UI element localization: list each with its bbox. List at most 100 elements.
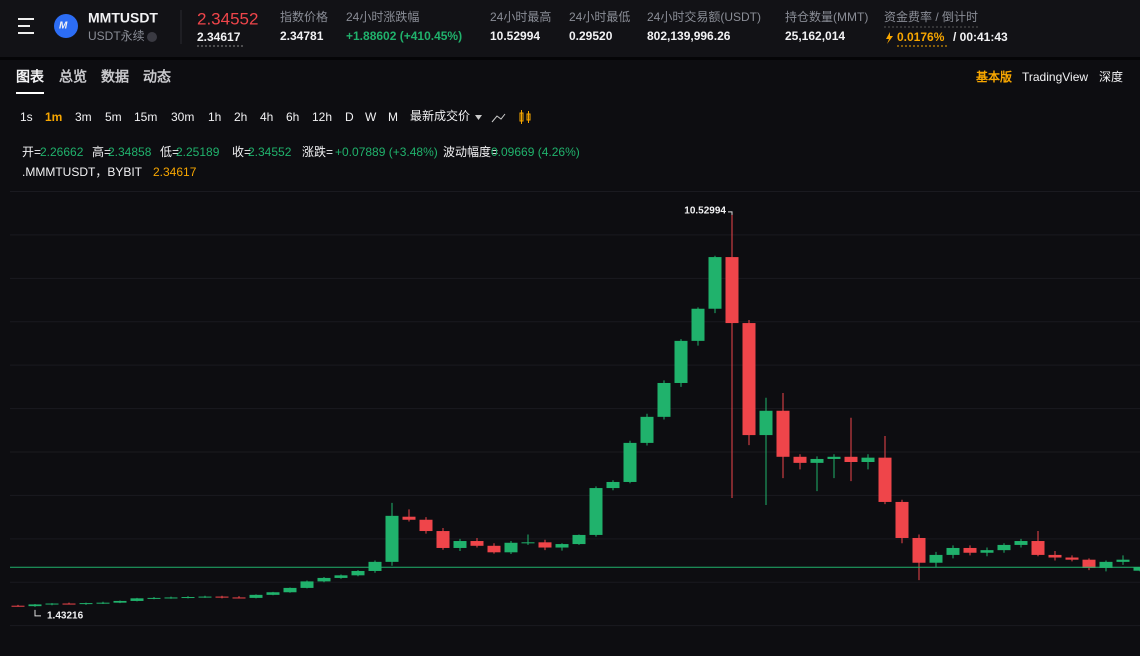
candle-body — [300, 581, 314, 588]
candle-body — [623, 442, 637, 482]
interval[interactable]: 3m — [75, 110, 92, 124]
interval[interactable]: D — [345, 110, 354, 124]
line-type-icon[interactable] — [491, 113, 506, 123]
candle-body — [419, 519, 433, 532]
stat-label: 指数价格 — [280, 9, 328, 24]
ohlc-info: +0.07889 (+3.48%) — [335, 145, 438, 159]
stat-label: 持仓数量(MMT) — [785, 9, 868, 24]
ohlc-info: 低= — [160, 145, 179, 159]
candle-body — [691, 308, 705, 341]
ohlc-info: 波动幅度= — [443, 144, 498, 159]
candle-body — [232, 597, 246, 599]
ohlc-info: 0.09669 (4.26%) — [491, 145, 580, 159]
candle-body — [538, 542, 552, 548]
candle-body — [1133, 567, 1140, 571]
candle-body — [861, 457, 875, 463]
interval[interactable]: 6h — [286, 110, 299, 124]
tab[interactable]: 动态 — [143, 69, 171, 85]
candle-body — [79, 603, 93, 605]
candle-body — [113, 600, 127, 603]
candle-body — [1031, 541, 1045, 555]
candle-body — [436, 531, 450, 548]
interval[interactable]: 1s — [20, 110, 33, 124]
dropdown-arrow — [475, 115, 482, 120]
candle-body — [1065, 557, 1079, 560]
ohlc-info: 2.25189 — [176, 145, 220, 159]
candle-body — [453, 541, 467, 548]
candle-body — [980, 550, 994, 553]
stat-value: +1.88602 (+410.45%) — [346, 29, 462, 43]
candle-body — [1048, 554, 1062, 558]
candle-body — [62, 603, 76, 605]
candle-body — [674, 340, 688, 383]
candle-type-icon[interactable] — [519, 110, 531, 124]
view-option[interactable]: TradingView — [1022, 70, 1088, 84]
candle-body — [997, 544, 1011, 551]
interval[interactable]: 2h — [234, 110, 247, 124]
candle-body — [402, 516, 416, 520]
min-marker — [34, 609, 41, 617]
interval[interactable]: 5m — [105, 110, 122, 124]
view-option[interactable]: 深度 — [1099, 69, 1123, 84]
candle-body — [11, 605, 25, 607]
contract-type: USDT永续 — [88, 29, 145, 43]
min-label: 1.43216 — [47, 611, 84, 622]
candle-body — [385, 515, 399, 562]
header-bg — [0, 0, 1140, 57]
interval[interactable]: 4h — [260, 110, 273, 124]
candle-body — [45, 603, 59, 605]
candle-body — [759, 410, 773, 436]
ohlc-info: 2.34858 — [108, 145, 152, 159]
candle-body — [589, 488, 603, 535]
logo-mark: M — [59, 21, 68, 32]
interval[interactable]: W — [365, 110, 377, 124]
candle-body — [181, 597, 195, 599]
ohlc-info: 开= — [22, 145, 41, 159]
candle-body — [1014, 541, 1028, 545]
tab[interactable]: 数据 — [101, 69, 129, 85]
candle-body — [793, 456, 807, 463]
stat-label: 24小时最低 — [569, 10, 630, 24]
candle-body — [776, 410, 790, 457]
interval[interactable]: 30m — [171, 110, 194, 124]
tab[interactable]: 图表 — [16, 69, 45, 85]
interval[interactable]: 12h — [312, 110, 332, 124]
source-price: 2.34617 — [153, 165, 197, 179]
tab[interactable]: 总览 — [59, 69, 87, 85]
max-label: 10.52994 — [684, 206, 726, 217]
price-source[interactable]: 最新成交价 — [410, 108, 470, 123]
candle-body — [198, 596, 212, 598]
funding-rate: 0.0176% — [897, 30, 945, 44]
candle-body — [895, 501, 909, 538]
interval[interactable]: 1h — [208, 110, 221, 124]
candle-body — [351, 570, 365, 576]
stat-value: 0.29520 — [569, 29, 613, 43]
candle-body — [657, 382, 671, 417]
candle-body — [1116, 559, 1130, 562]
stat-value: 25,162,014 — [785, 29, 845, 43]
interval[interactable]: 15m — [134, 110, 157, 124]
view-option[interactable]: 基本版 — [975, 69, 1012, 84]
candle-body — [1099, 561, 1113, 568]
interval[interactable]: 1m — [45, 110, 62, 124]
candle-body — [963, 547, 977, 553]
candle-body — [742, 323, 756, 436]
body-bg — [0, 60, 1140, 656]
candle-body — [946, 547, 960, 555]
candle-body — [504, 542, 518, 553]
stat-value: 10.52994 — [490, 29, 540, 43]
menu-icon[interactable] — [18, 18, 34, 34]
bolt-icon — [886, 32, 893, 44]
candle-body — [164, 597, 178, 599]
candle-body — [266, 592, 280, 595]
interval[interactable]: M — [388, 110, 398, 124]
candle-body — [878, 457, 892, 502]
candle-body — [487, 545, 501, 553]
symbol[interactable]: MMTUSDT — [88, 10, 158, 26]
ohlc-info: 涨跌= — [302, 144, 333, 159]
mark-price: 2.34617 — [197, 30, 241, 44]
info-icon[interactable] — [147, 32, 157, 42]
candle-body — [215, 596, 229, 598]
source: .MMMTUSDT，BYBIT — [22, 165, 143, 179]
